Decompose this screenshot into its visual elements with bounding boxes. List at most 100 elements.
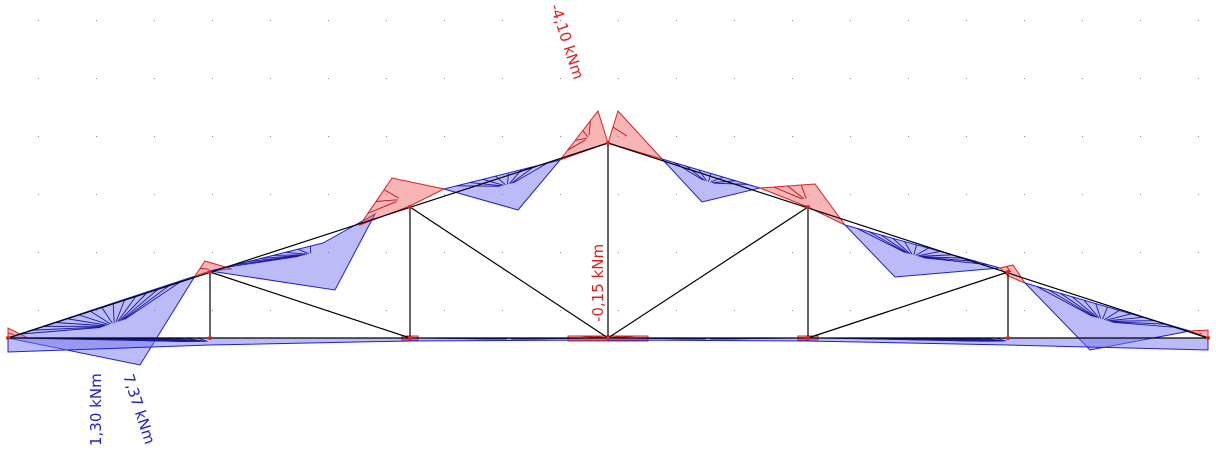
grid-dot <box>270 194 271 195</box>
grid-dot <box>560 194 561 195</box>
grid-dot <box>212 194 213 195</box>
grid-dot <box>38 252 39 253</box>
grid-dot <box>444 252 445 253</box>
grid-dot <box>676 20 677 21</box>
grid-dot <box>850 78 851 79</box>
grid-dot <box>212 252 213 253</box>
grid-dot <box>96 194 97 195</box>
grid-dot <box>560 310 561 311</box>
grid-dot <box>676 194 677 195</box>
grid-dot <box>154 252 155 253</box>
grid-dot <box>1024 78 1025 79</box>
grid-dot <box>38 20 39 21</box>
grid-dot <box>792 20 793 21</box>
moment-region-negative <box>560 111 608 160</box>
grid-dot <box>850 136 851 137</box>
truss-node <box>1006 270 1010 274</box>
grid-dot <box>792 78 793 79</box>
grid-dot <box>1198 310 1199 311</box>
grid-dot <box>908 78 909 79</box>
grid-dot <box>908 136 909 137</box>
grid-dot <box>270 310 271 311</box>
grid-dot <box>966 20 967 21</box>
grid-dot <box>502 20 503 21</box>
grid-dot <box>734 136 735 137</box>
grid-dot <box>154 20 155 21</box>
grid-dot <box>618 310 619 311</box>
moment-label-top: -4,10 kNm <box>546 2 587 82</box>
grid-dot <box>270 136 271 137</box>
grid-dot <box>850 310 851 311</box>
grid-dot <box>966 252 967 253</box>
grid-dot <box>386 252 387 253</box>
grid-dot <box>96 78 97 79</box>
grid-dot <box>792 252 793 253</box>
grid-dot <box>502 252 503 253</box>
grid-dot <box>908 194 909 195</box>
grid-dot <box>96 252 97 253</box>
grid-dot <box>676 78 677 79</box>
grid-dot <box>618 20 619 21</box>
grid-dot <box>328 136 329 137</box>
diagonal-member <box>410 207 608 338</box>
grid-dot <box>1140 78 1141 79</box>
moment-region-positive <box>210 214 375 290</box>
grid-dot <box>1082 252 1083 253</box>
truss-node <box>1006 336 1010 340</box>
hatch-line <box>200 269 209 270</box>
grid-dot <box>1024 194 1025 195</box>
grid-dot <box>1198 194 1199 195</box>
truss-members <box>8 143 1208 338</box>
top-chord-left <box>8 143 608 338</box>
grid-dot <box>386 310 387 311</box>
moment-label-center: -0,15 kNm <box>589 244 607 322</box>
grid-dot <box>1140 194 1141 195</box>
grid-dot <box>386 136 387 137</box>
grid-dot <box>1082 78 1083 79</box>
grid-dot <box>560 136 561 137</box>
grid-dot <box>1140 310 1141 311</box>
grid-dot <box>1140 20 1141 21</box>
grid-dot <box>1024 20 1025 21</box>
grid-dot <box>734 310 735 311</box>
moment-label-left-a: 1,30 kNm <box>87 373 105 446</box>
grid-dot <box>212 310 213 311</box>
grid-dot <box>502 136 503 137</box>
grid-dot <box>444 310 445 311</box>
grid-dot <box>154 194 155 195</box>
grid-dot <box>444 136 445 137</box>
grid-dot <box>792 310 793 311</box>
grid-dot <box>792 136 793 137</box>
grid-dot <box>734 252 735 253</box>
grid-dot <box>618 252 619 253</box>
grid-dot <box>734 78 735 79</box>
grid-dot <box>96 20 97 21</box>
grid-dot <box>850 20 851 21</box>
grid-dot <box>212 136 213 137</box>
grid-dot <box>618 78 619 79</box>
grid-dot <box>908 20 909 21</box>
grid-dot <box>328 194 329 195</box>
grid-dot <box>1082 136 1083 137</box>
truss-node <box>1206 336 1210 340</box>
grid-dot <box>966 78 967 79</box>
diagonal-member <box>608 207 808 338</box>
grid-dot <box>328 20 329 21</box>
grid-dot <box>502 310 503 311</box>
grid-dot <box>444 194 445 195</box>
moment-region-negative <box>760 184 845 225</box>
grid-dot <box>1140 252 1141 253</box>
grid-dot <box>386 20 387 21</box>
truss-node <box>408 205 412 209</box>
grid-dot <box>1024 252 1025 253</box>
grid-dot <box>328 78 329 79</box>
grid-dot <box>502 78 503 79</box>
grid-dot <box>850 252 851 253</box>
diagonal-member <box>808 272 1008 338</box>
truss-node <box>606 141 610 145</box>
grid-dot <box>560 252 561 253</box>
grid-dot <box>1198 136 1199 137</box>
truss-node <box>806 205 810 209</box>
